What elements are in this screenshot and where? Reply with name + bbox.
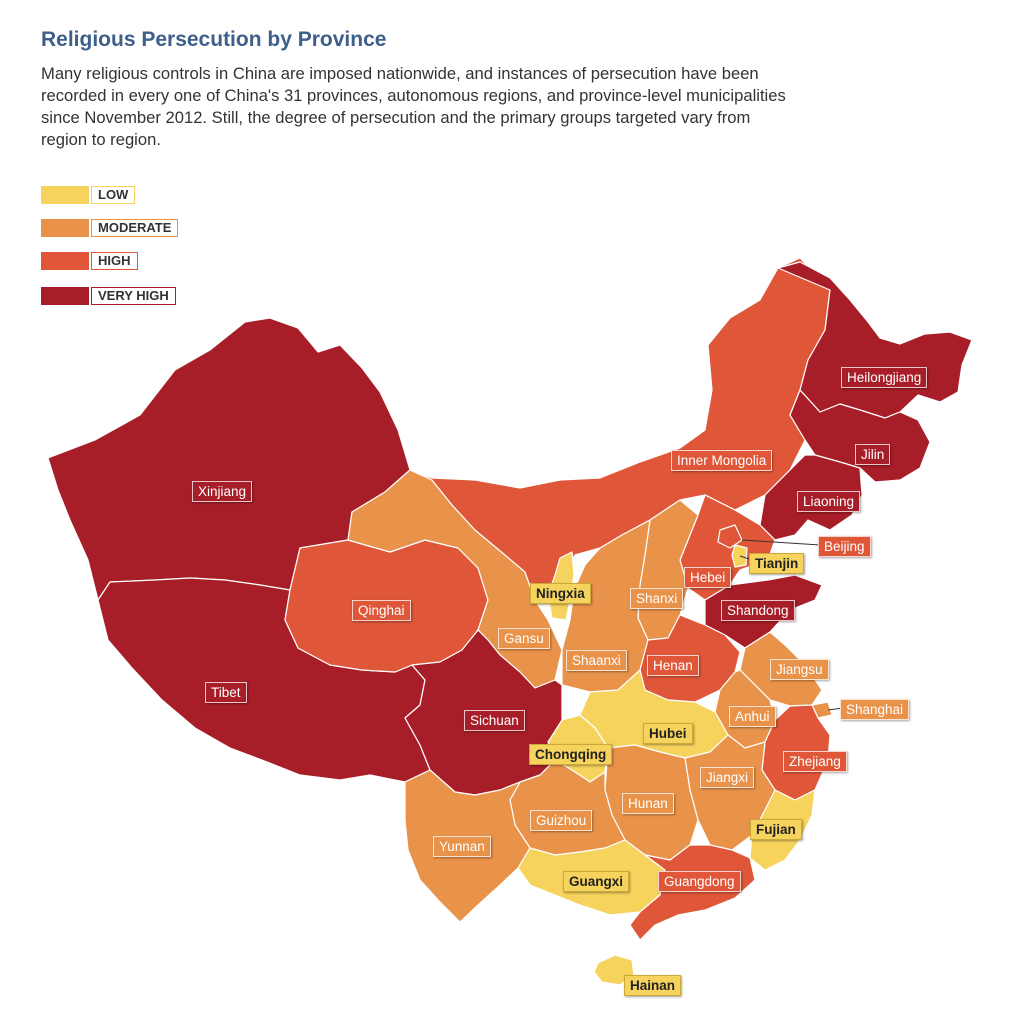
legend-label-moderate: MODERATE [91,219,179,237]
legend-label-very-high: VERY HIGH [91,287,176,305]
label-shanxi: Shanxi [630,588,684,609]
province-beijing[interactable] [717,524,743,549]
label-beijing: Beijing [818,536,871,557]
label-shandong: Shandong [721,600,795,621]
label-sichuan: Sichuan [464,710,525,731]
province-guangdong[interactable] [629,844,756,941]
label-liaoning: Liaoning [797,491,861,512]
label-qinghai: Qinghai [352,600,411,621]
page-title: Religious Persecution by Province [41,28,387,51]
label-hainan: Hainan [624,975,682,996]
label-guizhou: Guizhou [530,810,593,831]
label-anhui: Anhui [729,706,776,727]
label-shaanxi: Shaanxi [566,650,627,671]
legend-swatch-high [41,252,89,270]
label-hubei: Hubei [643,723,693,744]
province-jilin[interactable] [789,389,931,483]
label-jiangsu: Jiangsu [770,659,829,680]
label-inner-mongolia: Inner Mongolia [671,450,773,471]
label-guangdong: Guangdong [658,871,741,892]
legend-swatch-very-high [41,287,89,305]
legend-swatch-low [41,186,89,204]
province-tianjin[interactable] [731,544,748,568]
label-gansu: Gansu [498,628,550,649]
label-guangxi: Guangxi [563,871,630,892]
legend-label-high: HIGH [91,252,138,270]
label-xinjiang: Xinjiang [192,481,253,502]
label-shanghai: Shanghai [840,699,910,720]
label-yunnan: Yunnan [433,836,491,857]
label-heilongjiang: Heilongjiang [841,367,928,388]
label-jiangxi: Jiangxi [700,767,755,788]
label-tianjin: Tianjin [749,553,805,574]
label-ningxia: Ningxia [530,583,591,604]
label-hebei: Hebei [684,567,732,588]
label-tibet: Tibet [205,682,247,703]
label-zhejiang: Zhejiang [783,751,847,772]
label-jilin: Jilin [855,444,891,465]
legend-label-low: LOW [91,186,136,204]
beijing-leader-line [741,539,821,546]
legend-swatch-moderate [41,219,89,237]
page-subtitle: Many religious controls in China are imp… [41,64,786,149]
label-hunan: Hunan [622,793,674,814]
label-chongqing: Chongqing [529,744,613,765]
label-henan: Henan [647,655,699,676]
label-fujian: Fujian [750,819,802,840]
